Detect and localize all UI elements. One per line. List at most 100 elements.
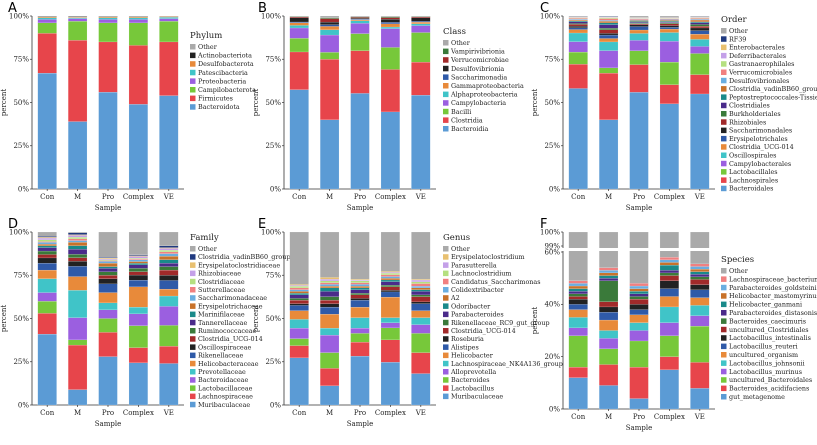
bar-segment — [629, 283, 649, 287]
bar-segment — [380, 290, 400, 293]
bar-segment — [289, 25, 309, 29]
legend-entry: Candidatus_Saccharimonas — [451, 278, 541, 286]
legend-entry: Rhizobiales — [729, 118, 766, 126]
legend-entry: RF39 — [729, 35, 746, 43]
legend-entry: Erysipelotrichales — [729, 135, 788, 143]
bar-segment — [350, 355, 370, 406]
legend-entry: Other — [451, 245, 471, 253]
y-tick-label: 50% — [13, 315, 29, 323]
bar-segment — [568, 293, 588, 297]
bar-segment — [629, 64, 649, 93]
bar-segment — [380, 271, 400, 273]
bar-segment — [629, 291, 649, 294]
legend-swatch — [443, 126, 449, 132]
bar-segment — [128, 268, 148, 272]
bar-segment — [320, 282, 340, 285]
bar-segment — [37, 244, 57, 246]
bar-segment — [599, 22, 619, 25]
bar-segment — [98, 268, 118, 272]
y-tick-label: 75% — [265, 272, 281, 280]
bar-segment — [159, 231, 179, 246]
y-tick-label: 0% — [18, 401, 29, 409]
x-tick-label: VE — [694, 193, 705, 201]
bar-segment — [289, 294, 309, 299]
bar-segment — [350, 284, 370, 287]
legend-entry: Bacilli — [451, 108, 471, 116]
bar-segment — [568, 20, 588, 22]
bar-segment — [568, 367, 588, 378]
bar-segment — [159, 263, 179, 267]
legend-entry: Ruminococcaceae — [198, 327, 257, 335]
bar-segment — [37, 19, 57, 23]
legend-swatch — [721, 394, 727, 400]
bar-segment — [98, 15, 118, 17]
bar-segment — [68, 389, 88, 406]
bar-segment — [98, 271, 118, 276]
bar-segment — [659, 103, 679, 190]
bar-segment — [411, 294, 431, 297]
bar-segment — [568, 24, 588, 27]
bar-segment — [599, 50, 619, 68]
legend-swatch — [443, 303, 449, 309]
legend-entry: Gastranaerophilales — [729, 60, 794, 68]
bar-segment — [289, 291, 309, 294]
legend-swatch — [721, 127, 727, 134]
bar-segment — [159, 266, 179, 271]
bar-segment — [568, 317, 588, 328]
bar-segment — [159, 259, 179, 264]
legend-entry: Alloprevotella — [450, 368, 496, 376]
legend-swatch — [721, 144, 727, 150]
bar-segment — [629, 29, 649, 34]
x-tick-label: VE — [415, 409, 426, 417]
bar-segment — [320, 52, 340, 60]
x-axis-label: Sample — [626, 204, 652, 212]
bar-segment — [599, 270, 619, 274]
bar-segment — [98, 283, 118, 293]
legend-swatch — [721, 368, 727, 375]
legend-swatch — [721, 28, 727, 34]
bar-segment — [568, 377, 588, 410]
legend-entry: Lachnospirales — [729, 176, 778, 184]
bar-segment — [659, 265, 679, 271]
bar-segment — [159, 95, 179, 190]
bar-segment — [629, 21, 649, 23]
bar-segment — [98, 19, 118, 23]
legend-entry: Clostridia_UCG-014 — [198, 335, 263, 343]
bar-segment — [159, 18, 179, 22]
bar-segment — [659, 21, 679, 23]
legend-swatch — [190, 278, 196, 285]
x-tick-label: Pro — [354, 409, 366, 417]
y-tick-label: 50% — [544, 99, 560, 107]
bar-segment — [629, 24, 649, 27]
bar-segment — [629, 322, 649, 331]
bar-segment — [68, 240, 88, 243]
bar-segment — [320, 287, 340, 292]
bar-segment — [68, 231, 88, 233]
legend-entry: Verrucomicrobiae — [450, 56, 509, 64]
bar-segment — [629, 304, 649, 310]
bar-segment — [68, 249, 88, 255]
legend-entry: Bacteroides — [451, 376, 490, 384]
y-tick-label: 40% — [544, 301, 560, 309]
bar-segment — [350, 342, 370, 357]
bar-segment — [320, 300, 340, 304]
bar-segment — [411, 279, 431, 282]
legend-entry: Campylobacteria — [451, 99, 506, 107]
bar-segment — [350, 280, 370, 283]
legend-swatch — [190, 311, 196, 318]
legend-swatch — [190, 344, 196, 350]
bar-segment — [159, 306, 179, 326]
bar-segment — [599, 119, 619, 190]
bar-segment — [289, 17, 309, 23]
legend-swatch — [443, 295, 449, 301]
legend-swatch — [443, 311, 449, 318]
bar-segment — [68, 276, 88, 291]
bar-segment — [289, 16, 309, 18]
y-tick-label: 25% — [13, 358, 29, 366]
bar-segment — [320, 17, 340, 19]
x-tick-label: Complex — [123, 193, 154, 201]
bar-segment — [659, 15, 679, 18]
bar-segment — [320, 231, 340, 278]
